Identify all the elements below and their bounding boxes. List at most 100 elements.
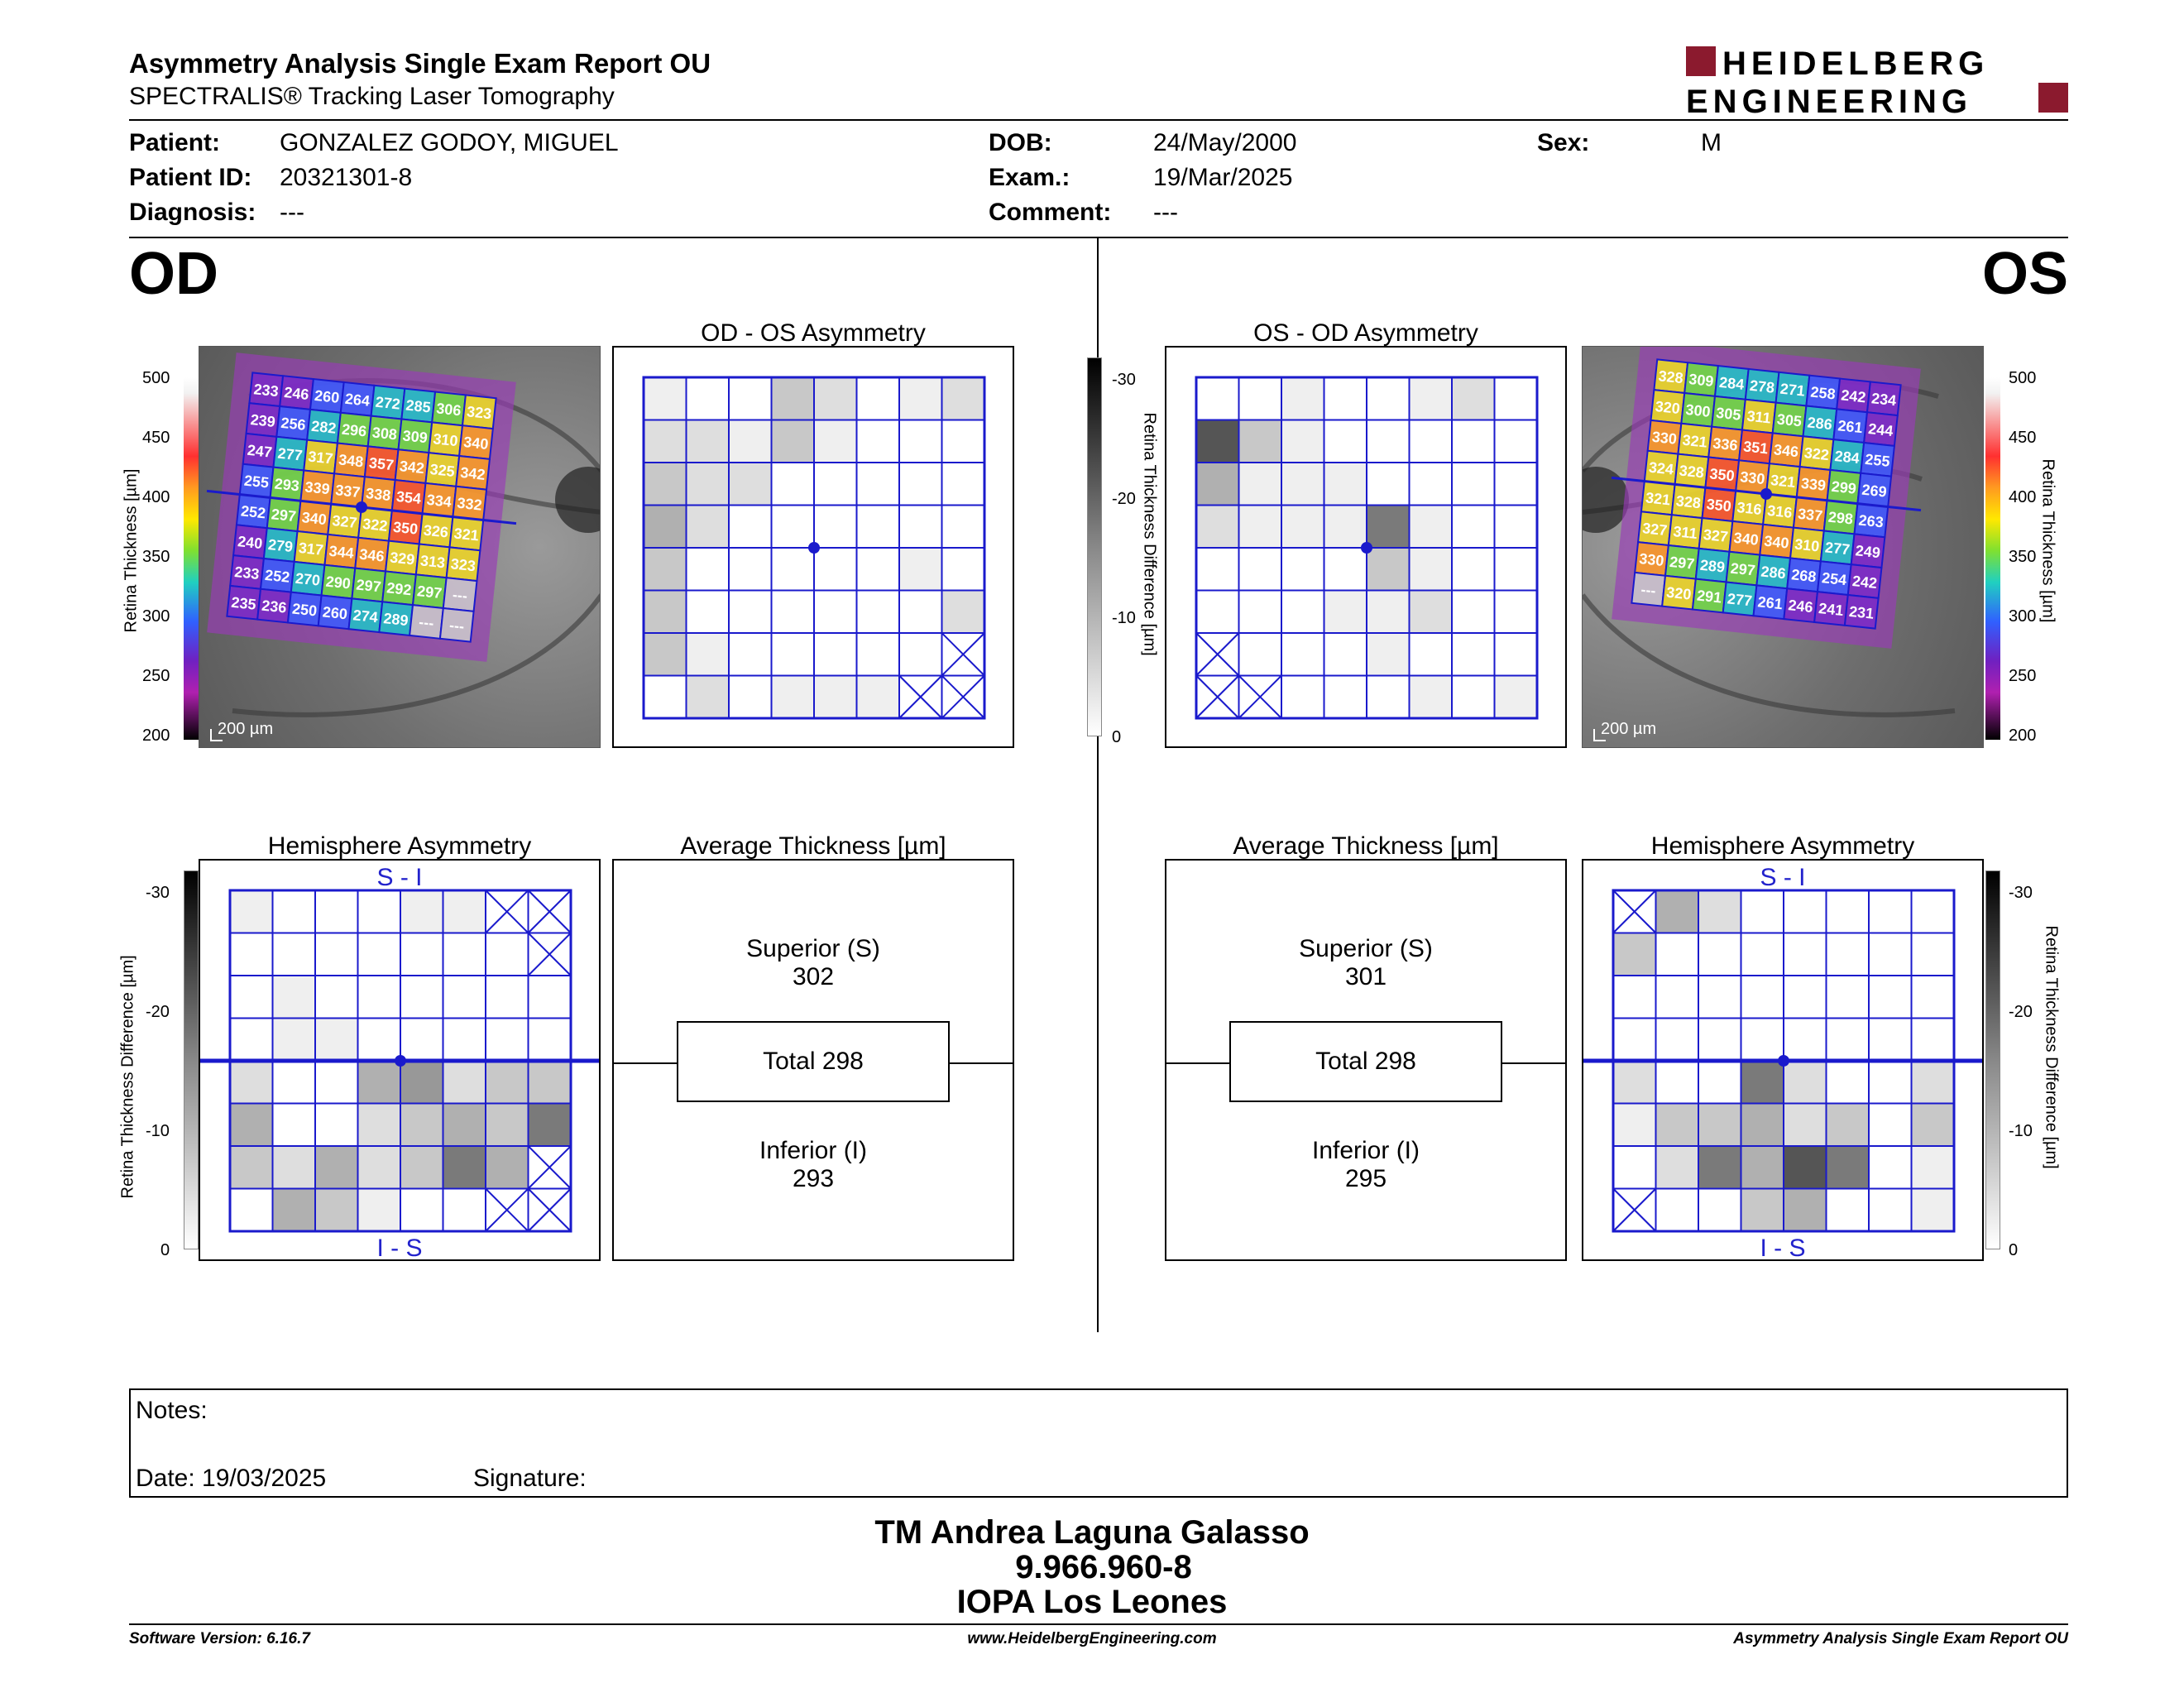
grid-cell <box>1612 1102 1657 1147</box>
thickness-value: 316 <box>1736 499 1763 518</box>
thickness-cell: 297 <box>411 573 448 610</box>
thickness-cell: 326 <box>418 512 454 549</box>
grid-cell <box>1868 1145 1913 1190</box>
grid-cell <box>1323 376 1367 421</box>
grid-cell <box>1783 975 1827 1019</box>
thickness-cell: 332 <box>452 485 488 521</box>
grid-cell <box>229 1145 274 1190</box>
thickness-cell: 340 <box>458 424 494 460</box>
grid-cell <box>813 674 858 719</box>
thickness-cell: 324 <box>1643 449 1679 486</box>
grid-cell <box>1783 1187 1827 1232</box>
grid-cell <box>1612 975 1657 1019</box>
grid-cell <box>1238 632 1282 677</box>
grid-cell <box>728 504 773 549</box>
thickness-cell: 256 <box>275 405 312 441</box>
grid-cell <box>442 932 486 976</box>
thickness-cell: 330 <box>1646 419 1683 455</box>
grid-cell <box>1825 1145 1870 1190</box>
thickness-value: 300 <box>1685 401 1712 420</box>
od-hemi-bottom-label: I - S <box>376 1235 422 1259</box>
grid-cell <box>685 376 730 421</box>
grid-cell <box>357 1187 401 1232</box>
thickness-cell: 255 <box>238 463 275 499</box>
grid-cell <box>1740 1145 1784 1190</box>
os-hemi-bottom-label: I - S <box>1760 1235 1805 1259</box>
grid-cell <box>855 674 900 719</box>
grid-cell <box>813 632 858 677</box>
grid-cell <box>643 674 687 719</box>
thickness-cell: 297 <box>1725 550 1761 587</box>
thickness-cell: 299 <box>1826 468 1862 505</box>
grid-cell <box>314 1017 359 1062</box>
grid-cell <box>314 1102 359 1147</box>
thickness-value: --- <box>1640 581 1657 599</box>
thickness-value: 306 <box>435 400 462 419</box>
thickness-value: 261 <box>1837 417 1864 436</box>
grid-cell <box>1451 547 1496 592</box>
grid-cell <box>1493 547 1538 592</box>
thickness-cell: 258 <box>1805 374 1842 410</box>
grid-cell <box>855 504 900 549</box>
grid-cell <box>728 376 773 421</box>
thickness-cell: 313 <box>414 543 451 579</box>
diagnosis-value: --- <box>280 199 304 226</box>
thickness-value: 264 <box>344 391 371 410</box>
thickness-value: 236 <box>261 597 287 616</box>
grid-cell <box>1493 589 1538 634</box>
os-eye-label: OS <box>1982 241 2069 307</box>
thickness-value: 327 <box>1703 526 1729 545</box>
diagnosis-label: Diagnosis: <box>129 199 256 226</box>
grid-cell <box>643 462 687 506</box>
grid-cell <box>1655 1187 1699 1232</box>
grid-cell <box>1783 890 1827 934</box>
thickness-value: 325 <box>429 461 456 480</box>
patient-id: 20321301-8 <box>280 164 413 191</box>
grid-cell <box>229 932 274 976</box>
thickness-cell: 320 <box>1661 574 1697 611</box>
thickness-cell: 357 <box>363 445 400 482</box>
thickness-cell: 291 <box>1691 578 1727 614</box>
thickness-cell: 279 <box>262 527 299 563</box>
grid-cell <box>1740 890 1784 934</box>
grid-cell <box>1868 890 1913 934</box>
notes-box[interactable]: Notes: Date: 19/03/2025 Signature: <box>129 1388 2068 1498</box>
thickness-value: 332 <box>457 495 483 514</box>
grid-cell <box>400 890 444 934</box>
thickness-value: 328 <box>1679 462 1705 481</box>
thickness-cell: 346 <box>354 536 390 573</box>
exam-label: Exam.: <box>989 164 1070 191</box>
thickness-value: 297 <box>1730 560 1756 579</box>
website-link[interactable]: www.HeidelbergEngineering.com <box>967 1630 1217 1647</box>
os-total: Total 298 <box>1229 1021 1502 1102</box>
grid-cell <box>685 589 730 634</box>
thickness-value: 296 <box>341 421 367 440</box>
grid-cell <box>813 547 858 592</box>
thickness-cell: 252 <box>235 493 271 530</box>
grid-cell <box>728 674 773 719</box>
grid-cell <box>685 674 730 719</box>
thickness-cell: 297 <box>266 496 302 533</box>
grid-cell <box>400 1187 444 1232</box>
grid-cell <box>1825 1187 1870 1232</box>
os-hemi-top-label: S - I <box>1760 864 1805 891</box>
grid-cell <box>357 890 401 934</box>
od-eye-label: OD <box>129 241 218 307</box>
thickness-value: 326 <box>423 522 449 541</box>
grid-cell <box>1366 462 1410 506</box>
grid-cell <box>527 1102 572 1147</box>
grid-cell <box>1783 932 1827 976</box>
od-inferior-value: 293 <box>792 1165 835 1192</box>
os-hemisphere-panel: S - I I - S <box>1582 859 1984 1262</box>
thickness-cell: 329 <box>384 539 420 576</box>
thickness-cell: 327 <box>1698 516 1734 553</box>
diff-scale-center: -30 -20 -10 0 Retina Thickness Differenc… <box>1084 357 1159 746</box>
grid-cell <box>527 890 572 934</box>
os-thickness-axis-label: Retina Thickness [µm] <box>2038 458 2057 623</box>
od-thickness-scale: 500 450 400 350 300 250 200 Retina Thick… <box>122 346 207 751</box>
thickness-cell: 328 <box>1653 358 1689 395</box>
grid-cell <box>400 1060 444 1105</box>
grid-cell <box>770 589 815 634</box>
thickness-cell: 244 <box>1863 411 1899 447</box>
grid-cell <box>1195 376 1240 421</box>
